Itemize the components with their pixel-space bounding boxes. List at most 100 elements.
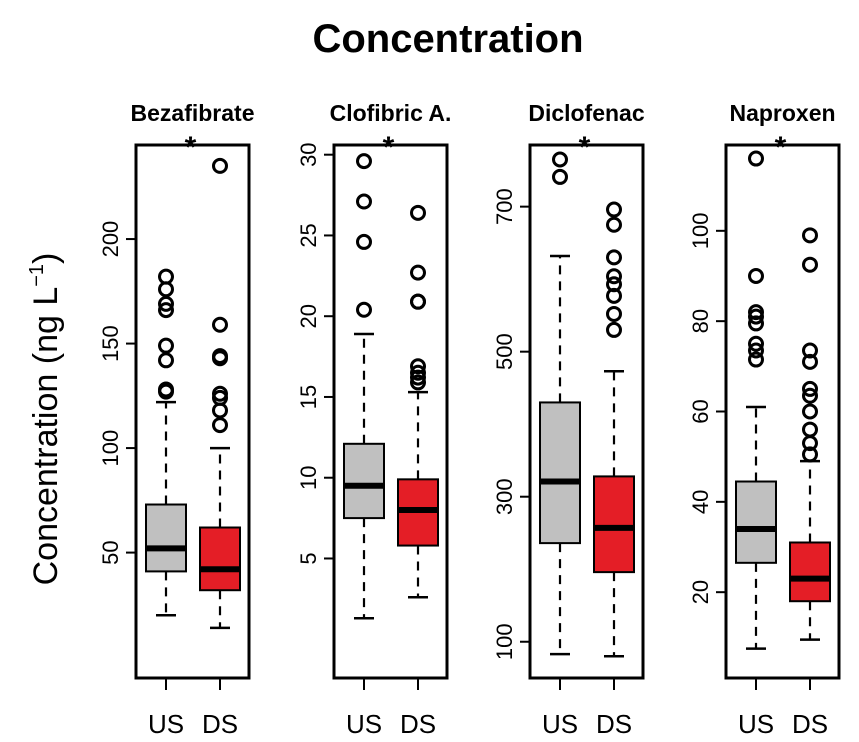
x-tick-label-ds: DS: [202, 709, 238, 739]
box-ds: [397, 204, 439, 599]
y-tick-label: 500: [492, 333, 517, 370]
box-us: [735, 150, 777, 650]
significance-marker: *: [185, 131, 197, 164]
y-tick-label: 80: [688, 309, 713, 333]
y-axis: 50 100 150 200: [98, 221, 136, 565]
significance-marker: *: [775, 131, 787, 164]
outlier-point: [748, 304, 764, 321]
outlier-point: [356, 233, 372, 250]
y-tick-label: 100: [492, 623, 517, 660]
outlier-point: [748, 342, 764, 359]
panel-clofibric-a: Clofibric A. * 5 10 15 20 25 30 US DS: [296, 100, 451, 739]
outlier-point: [606, 268, 622, 285]
y-tick-label: 40: [688, 490, 713, 514]
iqr-box: [593, 475, 635, 574]
y-tick-label: 25: [296, 223, 321, 247]
outlier-point: [802, 403, 818, 420]
y-tick-label: 200: [98, 221, 123, 258]
outlier-point: [802, 421, 818, 438]
outlier-point: [212, 348, 228, 365]
y-axis-label: Concentration (ng L−1): [26, 253, 65, 586]
iqr-box: [539, 401, 581, 545]
iqr-box: [145, 503, 187, 573]
y-tick-label: 20: [296, 304, 321, 328]
box-us: [539, 151, 581, 656]
panel-title: Clofibric A.: [330, 100, 452, 126]
outlier-point: [606, 305, 622, 322]
y-tick-label: 60: [688, 399, 713, 423]
y-tick-label: 100: [688, 212, 713, 249]
y-tick-label: 20: [688, 580, 713, 604]
box-us: [343, 153, 385, 620]
outlier-point: [606, 321, 622, 338]
x-tick-label-ds: DS: [792, 709, 828, 739]
iqr-box: [789, 541, 831, 603]
outlier-point: [606, 249, 622, 266]
outlier-point: [748, 267, 764, 284]
panel-bezafibrate: Bezafibrate * 50 100 150 200 US DS: [98, 100, 254, 739]
y-tick-label: 700: [492, 188, 517, 225]
outlier-point: [356, 153, 372, 170]
y-tick-label: 100: [98, 430, 123, 467]
outlier-point: [356, 193, 372, 210]
iqr-box: [343, 442, 385, 520]
y-tick-label: 300: [492, 478, 517, 515]
outlier-point: [802, 256, 818, 273]
y-axis-label-text: Concentration (ng L: [27, 287, 65, 586]
outlier-point: [802, 227, 818, 244]
outlier-point: [410, 358, 426, 375]
y-tick-label: 150: [98, 325, 123, 362]
outlier-point: [748, 351, 764, 368]
y-tick-label: 30: [296, 142, 321, 166]
outlier-point: [212, 157, 228, 174]
outlier-point: [158, 337, 174, 354]
outlier-point: [158, 381, 174, 398]
outlier-point: [410, 264, 426, 281]
outlier-point: [802, 380, 818, 397]
outlier-point: [552, 151, 568, 168]
y-tick-label: 50: [98, 540, 123, 564]
panel-title: Diclofenac: [528, 100, 645, 126]
outlier-point: [158, 268, 174, 285]
x-tick-label-ds: DS: [596, 709, 632, 739]
outlier-point: [410, 374, 426, 391]
x-tick-label-us: US: [738, 709, 774, 739]
outlier-point: [748, 315, 764, 332]
y-tick-label: 15: [296, 385, 321, 409]
x-tick-label-us: US: [346, 709, 382, 739]
outlier-point: [212, 417, 228, 434]
outlier-point: [410, 364, 426, 381]
x-tick-label-us: US: [542, 709, 578, 739]
outlier-point: [410, 204, 426, 221]
box-us: [145, 268, 187, 617]
outlier-point: [802, 353, 818, 370]
panel-diclofenac: Diclofenac * 100 300 500 700 US DS: [492, 100, 645, 739]
outlier-point: [158, 302, 174, 319]
box-ds: [593, 201, 635, 658]
outlier-point: [552, 168, 568, 185]
significance-marker: *: [383, 131, 395, 164]
x-tick-label-us: US: [148, 709, 184, 739]
panel-frame: [528, 143, 645, 680]
y-axis-label-close: ): [27, 253, 65, 264]
panels: Bezafibrate * 50 100 150 200 US DS Clofibric A. *…: [98, 100, 841, 739]
panel-frame: [332, 143, 449, 680]
outlier-point: [802, 387, 818, 404]
y-tick-label: 10: [296, 465, 321, 489]
chart-title: Concentration: [312, 17, 583, 61]
outlier-point: [212, 316, 228, 333]
panel-frame: [134, 143, 251, 680]
outlier-point: [606, 216, 622, 233]
box-ds: [199, 157, 241, 630]
outlier-point: [410, 369, 426, 386]
y-axis: 20 40 60 80 100: [688, 212, 726, 604]
outlier-point: [748, 150, 764, 167]
y-axis-label-superscript: −1: [26, 264, 48, 287]
outlier-point: [802, 342, 818, 359]
y-axis: 100 300 500 700: [492, 188, 530, 660]
outlier-point: [410, 293, 426, 310]
panel-naproxen: Naproxen * 20 40 60 80 100 US DS: [688, 100, 841, 739]
outlier-point: [748, 335, 764, 352]
y-axis: 5 10 15 20 25 30: [296, 142, 334, 565]
